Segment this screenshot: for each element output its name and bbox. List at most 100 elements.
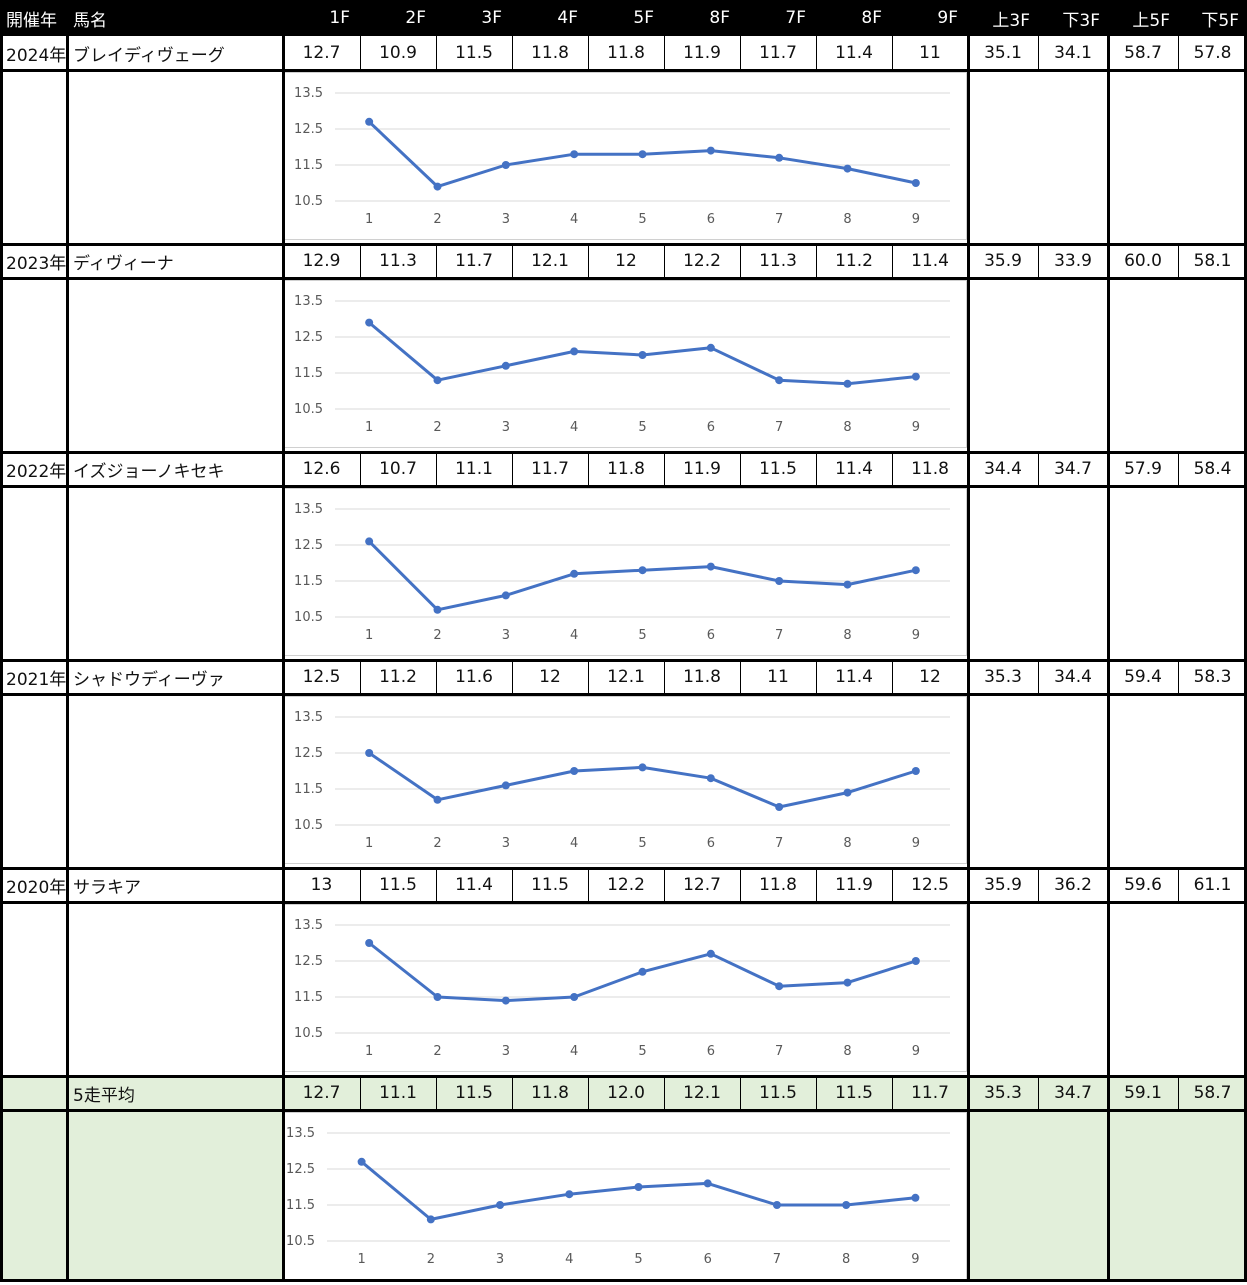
data-point	[775, 153, 784, 162]
x-tick-label: 4	[570, 1044, 578, 1059]
split-time-1: 12.7	[283, 1076, 360, 1110]
y-tick-label: 12.5	[294, 746, 323, 761]
x-tick-label: 6	[704, 1252, 712, 1267]
cell-divider	[739, 868, 741, 902]
row-separator	[0, 901, 1247, 904]
x-tick-label: 6	[707, 212, 715, 227]
agg-time-2: 34.7	[1038, 1076, 1108, 1110]
split-time-6: 12.1	[664, 1076, 740, 1110]
x-tick-label: 3	[496, 1252, 504, 1267]
x-tick-label: 8	[843, 420, 851, 435]
data-point	[706, 146, 715, 155]
y-tick-label: 10.5	[294, 1026, 323, 1041]
data-point	[570, 569, 579, 578]
horse-name: サラキア	[67, 868, 283, 902]
split-time-9: 12	[892, 660, 968, 694]
x-tick-label: 8	[843, 1044, 851, 1059]
column-border	[0, 36, 3, 1282]
cell-divider	[815, 244, 817, 278]
y-tick-label: 11.5	[286, 1198, 315, 1213]
y-tick-label: 10.5	[286, 1234, 315, 1249]
x-tick-label: 8	[843, 212, 851, 227]
agg-time-4: 57.8	[1178, 36, 1247, 70]
split-time-3: 11.6	[436, 660, 512, 694]
data-point	[638, 150, 647, 159]
y-tick-label: 11.5	[294, 574, 323, 589]
row-separator	[0, 451, 1247, 454]
agg-time-3: 59.6	[1108, 868, 1178, 902]
x-tick-label: 4	[570, 212, 578, 227]
cell-divider	[815, 660, 817, 694]
header-split-2: 2F	[360, 0, 436, 36]
split-time-1: 12.6	[283, 452, 360, 486]
data-point	[501, 996, 510, 1005]
cell-divider	[663, 1076, 665, 1110]
data-point	[842, 1201, 851, 1209]
data-point	[433, 182, 442, 191]
split-time-1: 12.9	[283, 244, 360, 278]
race-year: 2020年	[0, 868, 67, 902]
cell-divider	[663, 244, 665, 278]
data-point	[565, 1190, 574, 1199]
split-chart: 13.5 12.5 11.5 10.5 1 2 3 4 5 6 7 8 9	[284, 696, 967, 864]
column-border	[66, 36, 69, 1282]
x-tick-label: 4	[570, 628, 578, 643]
x-tick-label: 7	[775, 836, 783, 851]
split-time-8: 11.4	[816, 660, 892, 694]
x-tick-label: 2	[433, 628, 441, 643]
row-separator	[0, 1075, 1247, 1078]
header-split-4: 4F	[512, 0, 588, 36]
split-chart-svg: 13.5 12.5 11.5 10.5 1 2 3 4 5 6 7 8 9	[294, 710, 950, 851]
split-time-7: 11.5	[740, 452, 816, 486]
cell-divider	[891, 1076, 893, 1110]
horse-name: 5走平均	[67, 1076, 283, 1110]
cell-divider	[511, 868, 513, 902]
y-tick-label: 11.5	[294, 782, 323, 797]
x-tick-label: 9	[912, 212, 920, 227]
y-tick-label: 13.5	[294, 918, 323, 933]
split-time-2: 11.1	[360, 1076, 436, 1110]
split-time-1: 12.5	[283, 660, 360, 694]
data-point	[843, 788, 852, 797]
data-point	[433, 605, 442, 614]
split-chart-svg: 13.5 12.5 11.5 10.5 1 2 3 4 5 6 7 8 9	[294, 86, 950, 227]
x-tick-label: 1	[357, 1252, 365, 1267]
row-separator	[0, 659, 1247, 662]
data-point	[365, 117, 374, 126]
split-chart-svg: 13.5 12.5 11.5 10.5 1 2 3 4 5 6 7 8 9	[294, 918, 950, 1059]
data-point	[911, 179, 920, 187]
x-tick-label: 1	[365, 1044, 373, 1059]
header-split-8: 8F	[816, 0, 892, 36]
cell-divider	[435, 660, 437, 694]
data-point	[911, 957, 920, 965]
split-time-5: 12.0	[588, 1076, 664, 1110]
x-tick-label: 4	[565, 1252, 573, 1267]
header-split-1: 1F	[283, 0, 360, 36]
split-time-5: 12	[588, 244, 664, 278]
series-line	[368, 540, 917, 612]
row-separator	[0, 485, 1247, 488]
data-point	[433, 376, 442, 385]
x-tick-label: 6	[707, 628, 715, 643]
data-point	[357, 1157, 366, 1166]
x-tick-label: 9	[912, 628, 920, 643]
split-time-4: 11.7	[512, 452, 588, 486]
data-point	[706, 562, 715, 571]
y-tick-label: 13.5	[286, 1126, 315, 1141]
cell-divider	[891, 452, 893, 486]
cell-divider	[1037, 36, 1039, 70]
x-tick-label: 9	[911, 1252, 919, 1267]
data-point	[775, 803, 784, 811]
cell-divider	[815, 1076, 817, 1110]
x-tick-label: 5	[638, 628, 646, 643]
x-tick-label: 2	[433, 836, 441, 851]
split-chart: 13.5 12.5 11.5 10.5 1 2 3 4 5 6 7 8 9	[284, 280, 967, 448]
table-bottom	[0, 1279, 1247, 1282]
agg-time-1: 35.1	[968, 36, 1038, 70]
cell-divider	[1037, 1076, 1039, 1110]
split-time-2: 10.7	[360, 452, 436, 486]
split-chart: 13.5 12.5 11.5 10.5 1 2 3 4 5 6 7 8 9	[284, 904, 967, 1072]
split-chart: 13.5 12.5 11.5 10.5 1 2 3 4 5 6 7 8 9	[284, 72, 967, 240]
row-separator	[0, 867, 1247, 870]
agg-time-3: 59.4	[1108, 660, 1178, 694]
